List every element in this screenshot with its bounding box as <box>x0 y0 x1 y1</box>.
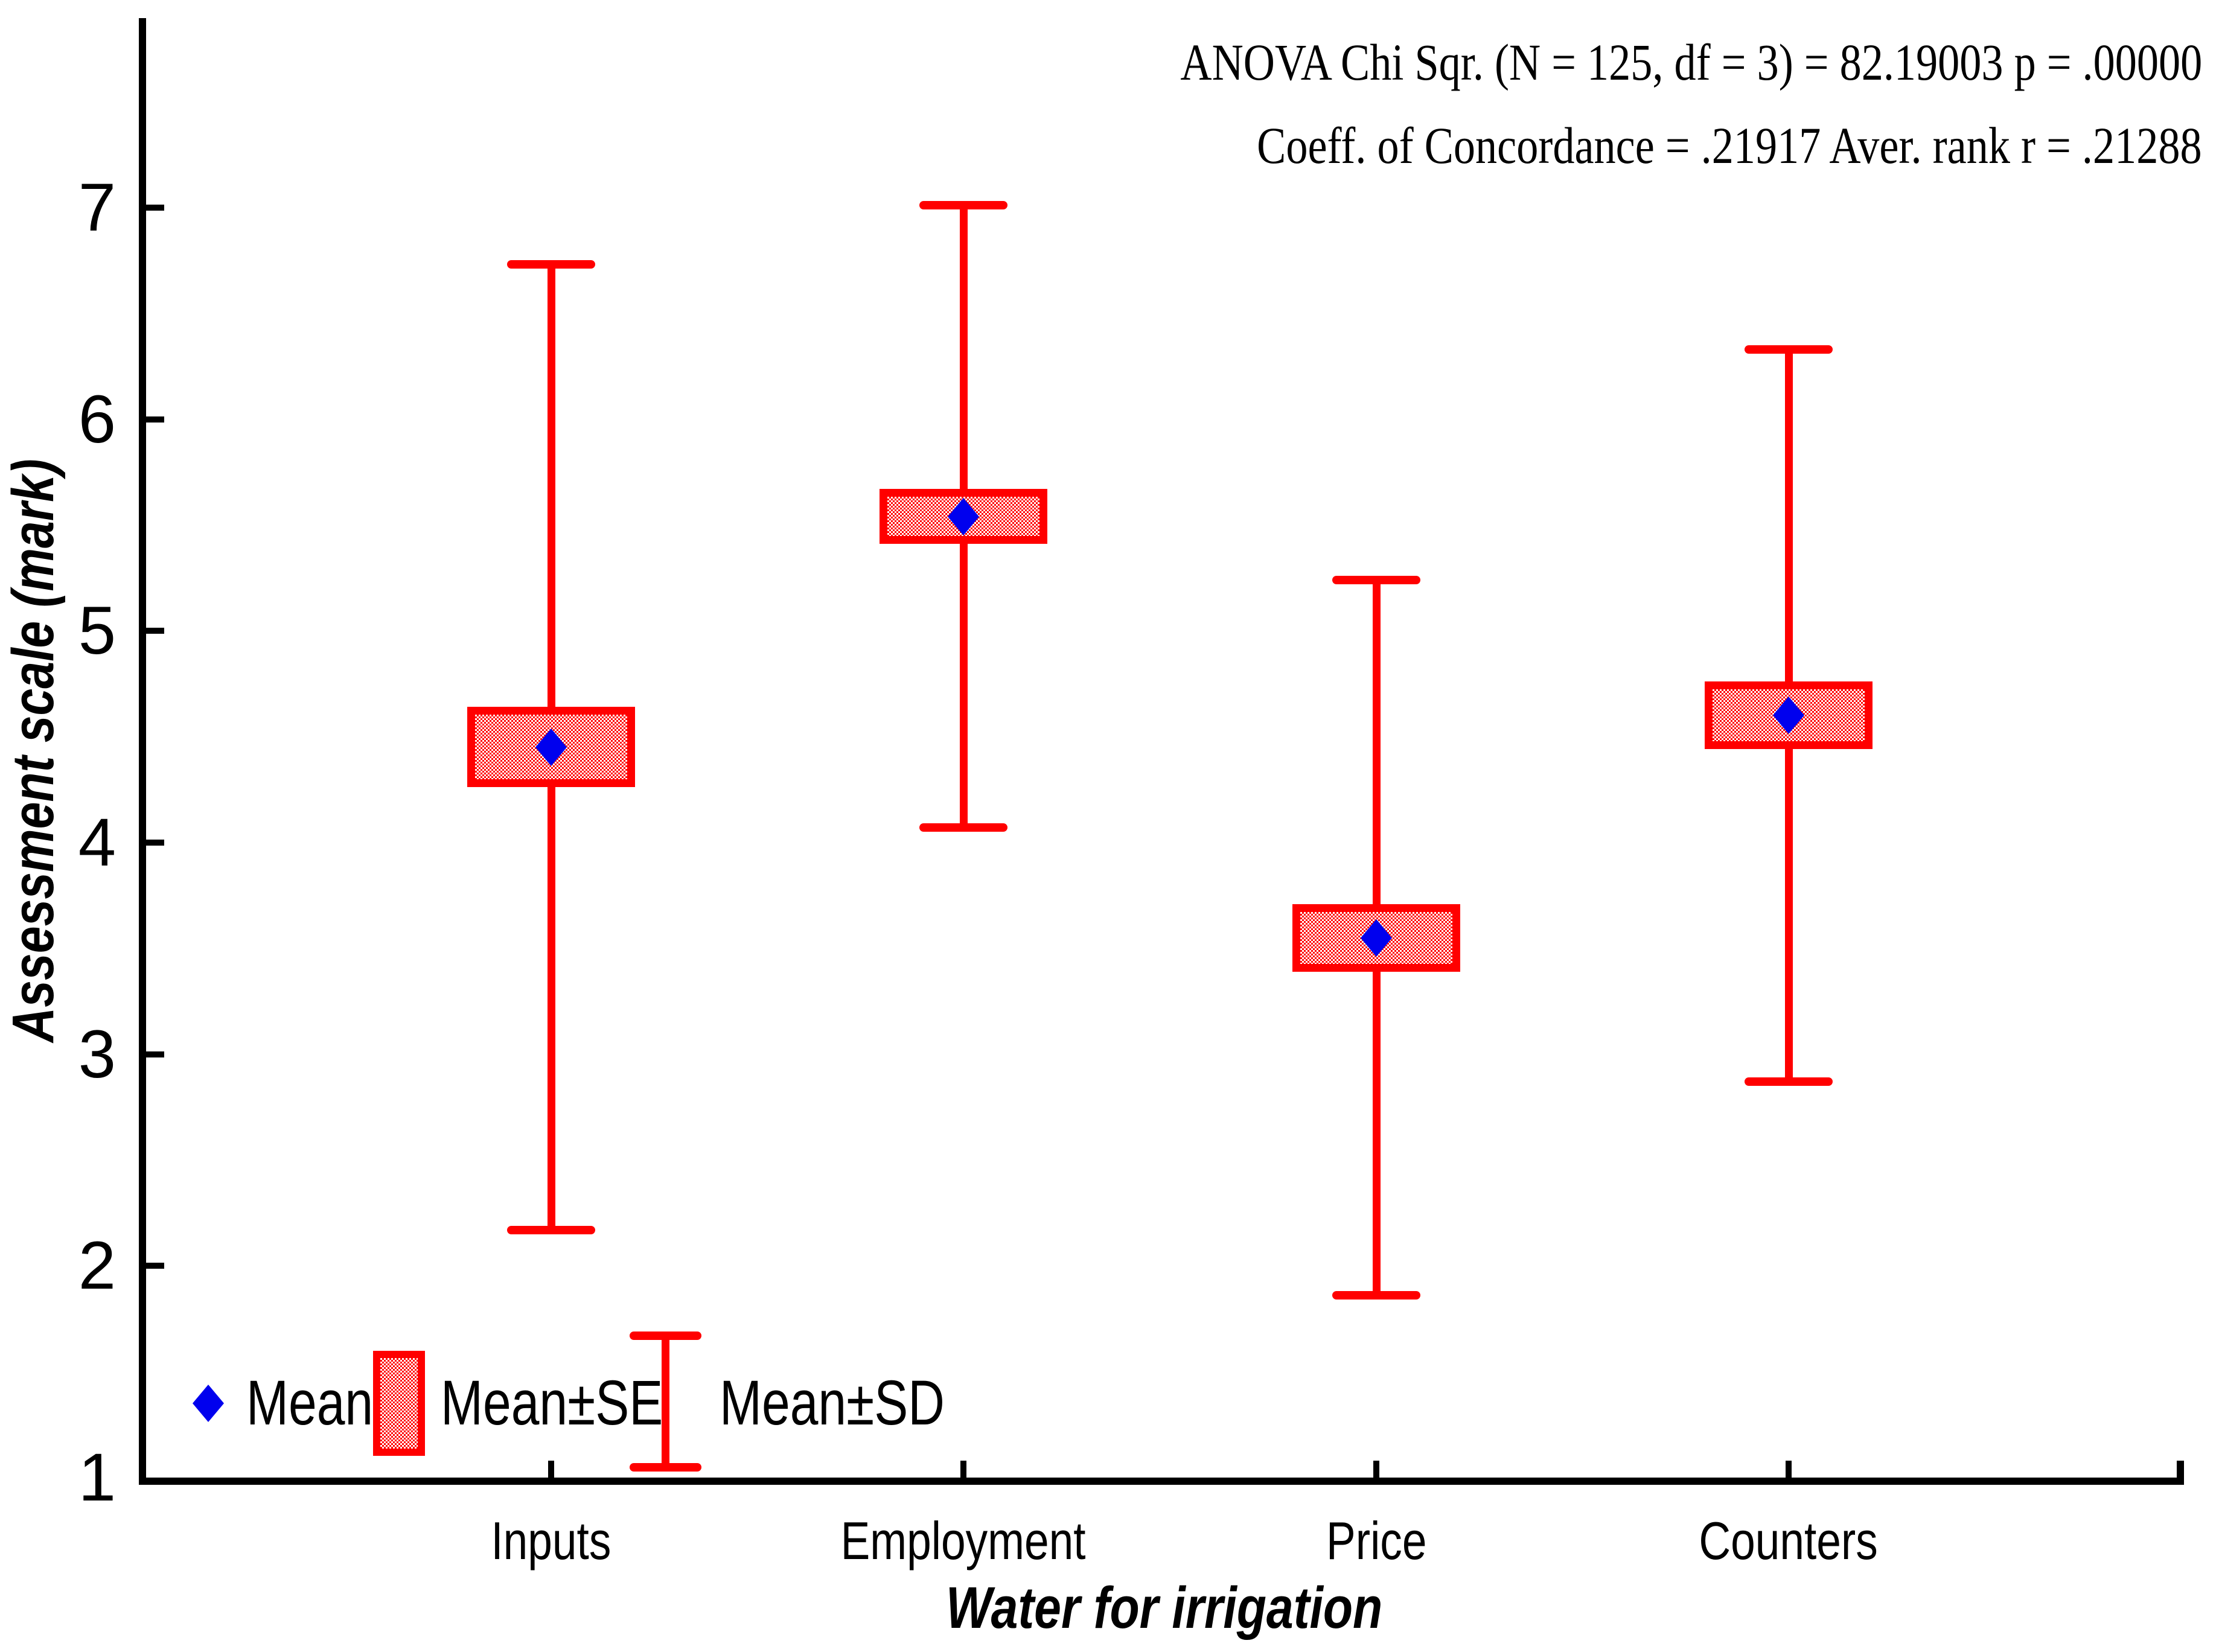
whisker-top-cap-employment <box>919 201 1007 209</box>
x-axis-line <box>139 1478 2184 1485</box>
y-axis-tick <box>146 628 164 634</box>
y-axis-tick-label: 3 <box>78 1016 116 1092</box>
legend-se-box-icon <box>373 1351 425 1456</box>
stats-annotation: ANOVA Chi Sqr. (N = 125, df = 3) = 82.19… <box>986 21 2202 187</box>
y-axis-tick <box>146 1263 164 1269</box>
whisker-bottom-cap-counters <box>1745 1077 1833 1086</box>
y-axis-tick-label: 1 <box>78 1440 116 1515</box>
x-axis-category-label-text: Price <box>1326 1511 1427 1571</box>
x-axis-tick <box>548 1461 554 1478</box>
y-axis-tick <box>146 1051 164 1057</box>
x-axis-right-end-stub <box>2177 1461 2184 1479</box>
whisker-top-cap-inputs <box>507 260 595 269</box>
legend-sd-whisker-icon <box>662 1331 669 1472</box>
stats-annotation-line2: Coeff. of Concordance = .21917 Aver. ran… <box>1257 116 2202 174</box>
legend-sd-whisker-bottom-cap-icon <box>630 1463 701 1472</box>
y-axis-tick-label: 5 <box>78 593 116 668</box>
x-axis-category-label: Counters <box>1577 1508 2000 1574</box>
legend-sd-label: Mean±SD <box>720 1368 945 1438</box>
x-axis-category-label-text: Counters <box>1699 1511 1879 1571</box>
x-axis-category-label: Employment <box>752 1508 1175 1574</box>
y-axis-tick <box>146 840 164 846</box>
legend-mean-label: Mean <box>246 1368 374 1438</box>
x-axis-tick <box>1373 1461 1379 1478</box>
legend-sd-whisker-top-cap-icon <box>630 1331 701 1340</box>
y-axis-tick-label: 4 <box>78 805 116 880</box>
y-axis-title: Assessment scale (mark) <box>0 459 66 1043</box>
legend-se-label: Mean±SE <box>441 1368 663 1438</box>
x-axis-tick <box>1786 1461 1792 1478</box>
y-axis-line <box>139 18 146 1485</box>
x-axis-title: Water for irrigation <box>946 1575 1383 1641</box>
whisker-bottom-cap-inputs <box>507 1226 595 1234</box>
y-axis-tick <box>146 205 164 211</box>
x-axis-category-label: Price <box>1165 1508 1588 1574</box>
x-axis-category-label-text: Employment <box>841 1511 1086 1571</box>
stats-annotation-line1: ANOVA Chi Sqr. (N = 125, df = 3) = 82.19… <box>1180 33 2202 91</box>
y-axis-tick-label: 6 <box>78 381 116 457</box>
y-axis-tick-label: 7 <box>78 170 116 245</box>
x-axis-category-label: Inputs <box>340 1508 762 1574</box>
whisker-bottom-cap-employment <box>919 823 1007 832</box>
whisker-top-cap-counters <box>1745 345 1833 354</box>
y-axis-tick <box>146 416 164 423</box>
whisker-bottom-cap-price <box>1332 1291 1420 1300</box>
x-axis-category-label-text: Inputs <box>491 1511 611 1571</box>
y-axis-tick-label: 2 <box>78 1228 116 1303</box>
whisker-top-cap-price <box>1332 576 1420 584</box>
x-axis-tick <box>960 1461 966 1478</box>
